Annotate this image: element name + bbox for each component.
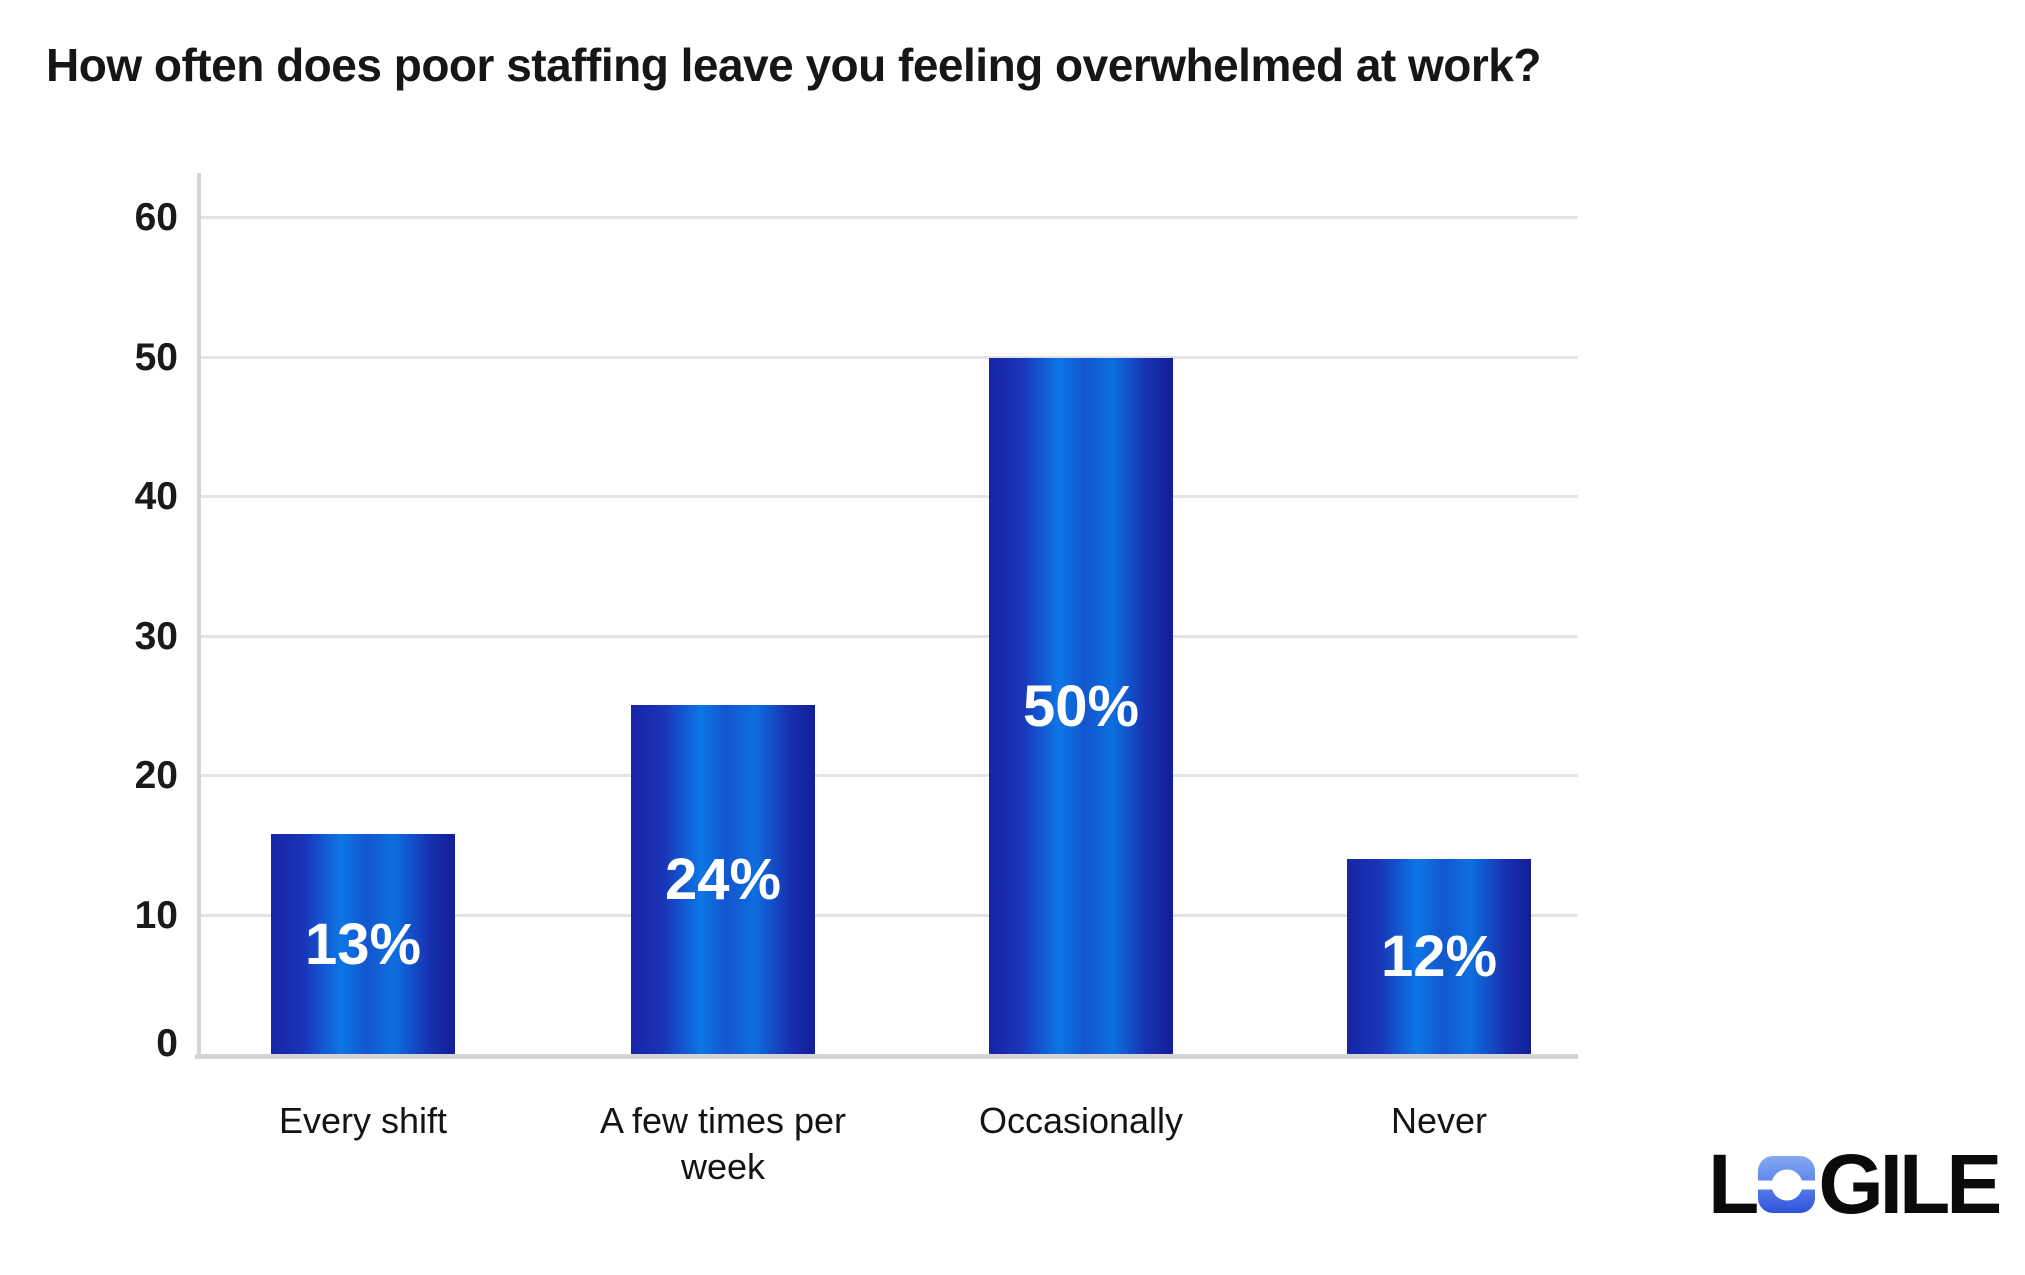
y-axis-line — [197, 173, 201, 1059]
y-tick-label-30: 30 — [134, 614, 178, 658]
logo-text-post: GILE — [1818, 1137, 2002, 1231]
gridline-y-40 — [197, 495, 1578, 498]
x-category-label-occasionally: Occasionally — [978, 1100, 1184, 1141]
logile-o-icon — [1756, 1156, 1818, 1213]
logo-o-circle-shape — [1771, 1169, 1803, 1200]
gridline-y-60 — [197, 216, 1578, 219]
bar-never: 12% — [1347, 859, 1531, 1054]
y-tick-label-50: 50 — [134, 335, 178, 379]
bar-a-few-times-per-week: 24% — [631, 705, 815, 1054]
bar-occasionally: 50% — [989, 358, 1173, 1054]
bar-value-label: 50% — [1022, 673, 1140, 739]
y-tick-label-20: 20 — [134, 754, 178, 797]
bar-every-shift: 13% — [271, 834, 455, 1054]
y-tick-label-60: 60 — [134, 196, 178, 239]
gridline-y-20 — [197, 774, 1578, 777]
logo-text-pre: L — [1708, 1137, 1759, 1231]
x-category-label-a-few-times-per-week: A few times per week — [599, 1100, 847, 1188]
x-category-label-never: Never — [1390, 1100, 1488, 1141]
chart-title: How often does poor staffing leave you f… — [46, 39, 1541, 91]
y-tick-label-40: 40 — [134, 475, 178, 518]
bar-value-label: 13% — [304, 911, 422, 977]
bar-value-label: 24% — [664, 847, 782, 912]
gridline-y-50 — [197, 355, 1578, 359]
x-category-label-every-shift: Every shift — [278, 1100, 448, 1141]
bar-value-label: 12% — [1380, 924, 1498, 989]
y-tick-label-0: 0 — [156, 1022, 178, 1065]
gridline-y-30 — [197, 634, 1578, 638]
x-axis-line — [195, 1054, 1578, 1059]
y-tick-label-10: 10 — [134, 893, 178, 937]
gridline-y-10 — [197, 913, 1578, 917]
logile-logo: L GILE — [1708, 1137, 2002, 1231]
